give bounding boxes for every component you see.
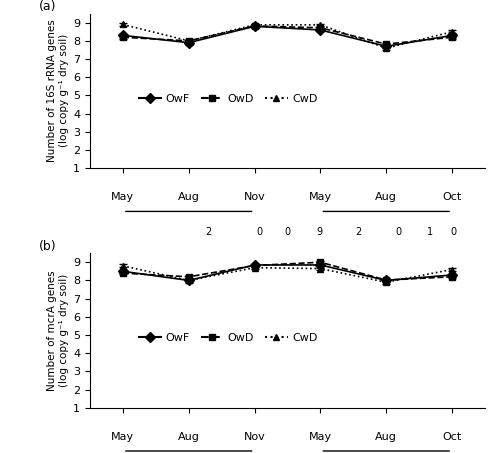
Legend: OwF, OwD, CwD: OwF, OwD, CwD <box>134 89 322 108</box>
Text: 2: 2 <box>356 227 362 237</box>
Text: 2: 2 <box>206 227 212 237</box>
Text: 0: 0 <box>257 227 263 237</box>
Text: 0: 0 <box>284 227 290 237</box>
Text: 0: 0 <box>395 227 401 237</box>
Text: (b): (b) <box>38 240 56 253</box>
Legend: OwF, OwD, CwD: OwF, OwD, CwD <box>134 329 322 347</box>
Y-axis label: Number of mcrA genes
(log copy g⁻¹ dry soil): Number of mcrA genes (log copy g⁻¹ dry s… <box>48 270 69 391</box>
Text: (a): (a) <box>38 0 56 14</box>
Y-axis label: Number of 16S rRNA genes
(log copy g⁻¹ dry soil): Number of 16S rRNA genes (log copy g⁻¹ d… <box>48 19 69 162</box>
Text: 1: 1 <box>426 227 433 237</box>
Text: 9: 9 <box>316 227 322 237</box>
Text: 0: 0 <box>450 227 456 237</box>
